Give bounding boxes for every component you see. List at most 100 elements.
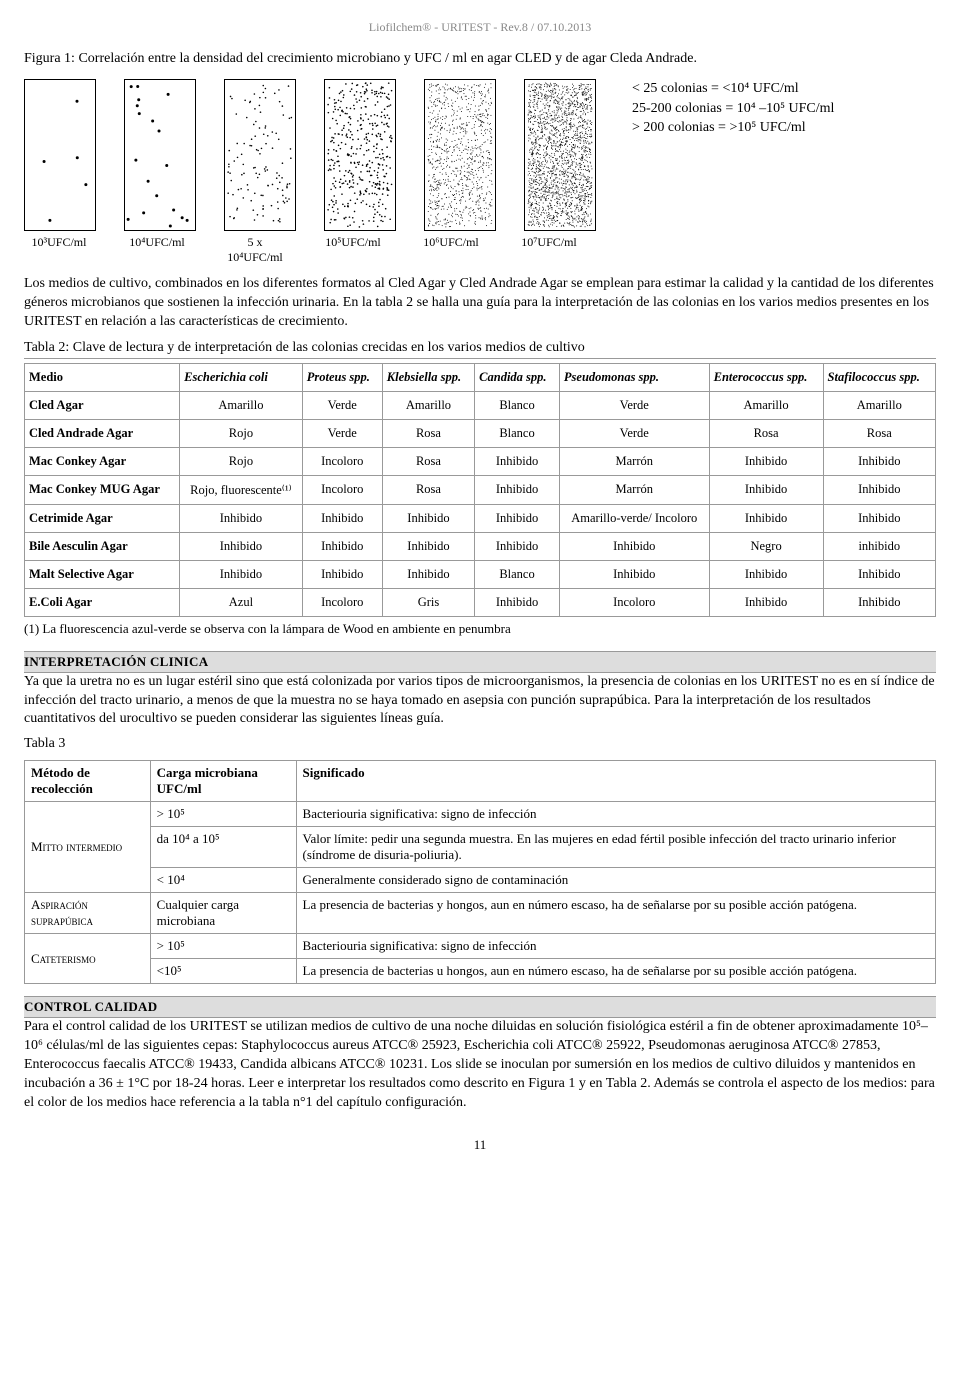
table2-cell: Negro (709, 532, 823, 560)
table3-cell: > 10⁵ (150, 934, 296, 959)
table3-cell: < 10⁴ (150, 868, 296, 893)
section-interpretation-text: Ya que la uretra no es un lugar estéril … (24, 673, 936, 730)
density-box-1 (24, 79, 96, 231)
legend-line-3: > 200 colonias = >10⁵ UFC/ml (632, 118, 834, 138)
table3-cell: Valor límite: pedir una segunda muestra.… (296, 827, 935, 868)
table3: Método de recolecciónCarga microbiana UF… (24, 760, 936, 984)
table3-method: Aspiración suprapúbica (25, 893, 151, 934)
table2-cell: Cled Agar (25, 391, 180, 419)
table2-cell: Mac Conkey Agar (25, 447, 180, 475)
table2-header: Stafilococcus spp. (823, 363, 935, 391)
table2-cell: Inhibido (475, 504, 560, 532)
table3-cell: La presencia de bacterias y hongos, aun … (296, 893, 935, 934)
table2-cell: Rosa (382, 419, 474, 447)
table2-cell: Amarillo (709, 391, 823, 419)
table2-cell: Verde (559, 391, 709, 419)
table2-cell: Gris (382, 588, 474, 616)
table2-cell: Inhibido (302, 532, 382, 560)
density-labels-row: 10³UFC/ml 10⁴UFC/ml 5 x 10⁴UFC/ml 10⁵UFC… (24, 235, 936, 265)
table2-cell: Marrón (559, 447, 709, 475)
table3-header: Carga microbiana UFC/ml (150, 761, 296, 802)
table2-cell: Inhibido (823, 588, 935, 616)
density-box-6 (524, 79, 596, 231)
table2-cell: inhibido (823, 532, 935, 560)
section-interpretation-header: INTERPRETACIÓN CLINICA (24, 651, 936, 673)
table3-cell: Generalmente considerado signo de contam… (296, 868, 935, 893)
table2-cell: Inhibido (475, 588, 560, 616)
table2-cell: Inhibido (302, 560, 382, 588)
table2-cell: Rojo, fluorescente⁽¹⁾ (180, 475, 303, 504)
density-legend: < 25 colonias = <10⁴ UFC/ml 25-200 colon… (632, 79, 834, 138)
table2-cell: Blanco (475, 560, 560, 588)
table2-cell: Marrón (559, 475, 709, 504)
density-box-2 (124, 79, 196, 231)
table3-cell: Bacteriouria significativa: signo de inf… (296, 934, 935, 959)
table2-cell: Inhibido (559, 560, 709, 588)
table2-cell: Amarillo (382, 391, 474, 419)
table3-cell: Cualquier carga microbiana (150, 893, 296, 934)
table2-cell: Verde (559, 419, 709, 447)
table2-header: Candida spp. (475, 363, 560, 391)
legend-line-1: < 25 colonias = <10⁴ UFC/ml (632, 79, 834, 99)
table2-cell: Inhibido (382, 532, 474, 560)
table2-cell: Amarillo (823, 391, 935, 419)
table3-cell: <10⁵ (150, 959, 296, 984)
density-box-4 (324, 79, 396, 231)
legend-line-2: 25-200 colonias = 10⁴ –10⁵ UFC/ml (632, 99, 834, 119)
section-calidad-header: CONTROL CALIDAD (24, 996, 936, 1018)
table2-cell: Inhibido (302, 504, 382, 532)
table2-cell: Inhibido (180, 560, 303, 588)
table2-caption: Tabla 2: Clave de lectura y de interpret… (24, 340, 936, 359)
table2-header: Pseudomonas spp. (559, 363, 709, 391)
table3-method: Mitto intermedio (25, 802, 151, 893)
table2-cell: Amarillo (180, 391, 303, 419)
density-label: 10³UFC/ml (24, 235, 94, 265)
page-number: 11 (24, 1137, 936, 1153)
table3-cell: da 10⁴ a 10⁵ (150, 827, 296, 868)
density-label: 5 x 10⁴UFC/ml (220, 235, 290, 265)
table3-cell: Bacteriouria significativa: signo de inf… (296, 802, 935, 827)
table2-cell: Inhibido (709, 588, 823, 616)
table2-cell: Incoloro (559, 588, 709, 616)
table2-cell: Inhibido (823, 447, 935, 475)
table2-cell: Malt Selective Agar (25, 560, 180, 588)
table2-cell: Incoloro (302, 447, 382, 475)
density-box-5 (424, 79, 496, 231)
table2-cell: Inhibido (382, 560, 474, 588)
table2-cell: Azul (180, 588, 303, 616)
table2-header: Enterococcus spp. (709, 363, 823, 391)
table2-cell: Rojo (180, 447, 303, 475)
density-label: 10⁵UFC/ml (318, 235, 388, 265)
table2-cell: Blanco (475, 419, 560, 447)
table3-method: Cateterismo (25, 934, 151, 984)
table2-cell: Inhibido (709, 475, 823, 504)
table2-cell: Inhibido (559, 532, 709, 560)
table2-cell: Incoloro (302, 475, 382, 504)
density-label: 10⁷UFC/ml (514, 235, 584, 265)
table2-cell: Inhibido (180, 532, 303, 560)
table2-cell: Rosa (823, 419, 935, 447)
figure1-title: Figura 1: Correlación entre la densidad … (24, 51, 936, 67)
density-box-3 (224, 79, 296, 231)
table2-cell: Inhibido (475, 532, 560, 560)
table2-cell: Verde (302, 419, 382, 447)
table3-caption: Tabla 3 (24, 735, 936, 754)
table2-cell: Incoloro (302, 588, 382, 616)
table2-cell: Rojo (180, 419, 303, 447)
table2-cell: Cetrimide Agar (25, 504, 180, 532)
table2-cell: Inhibido (709, 447, 823, 475)
table2-footnote: (1) La fluorescencia azul-verde se obser… (24, 621, 936, 637)
table2-cell: Inhibido (823, 560, 935, 588)
table2-cell: Inhibido (475, 447, 560, 475)
table2-header: Escherichia coli (180, 363, 303, 391)
table2-cell: Amarillo-verde/ Incoloro (559, 504, 709, 532)
table2-header: Proteus spp. (302, 363, 382, 391)
table2-cell: Blanco (475, 391, 560, 419)
density-label: 10⁴UFC/ml (122, 235, 192, 265)
table2-cell: E.Coli Agar (25, 588, 180, 616)
table2-cell: Inhibido (823, 504, 935, 532)
table2-cell: Rosa (382, 475, 474, 504)
table2: MedioEscherichia coliProteus spp.Klebsie… (24, 363, 936, 617)
paragraph-1: Los medios de cultivo, combinados en los… (24, 275, 936, 332)
density-label: 10⁶UFC/ml (416, 235, 486, 265)
